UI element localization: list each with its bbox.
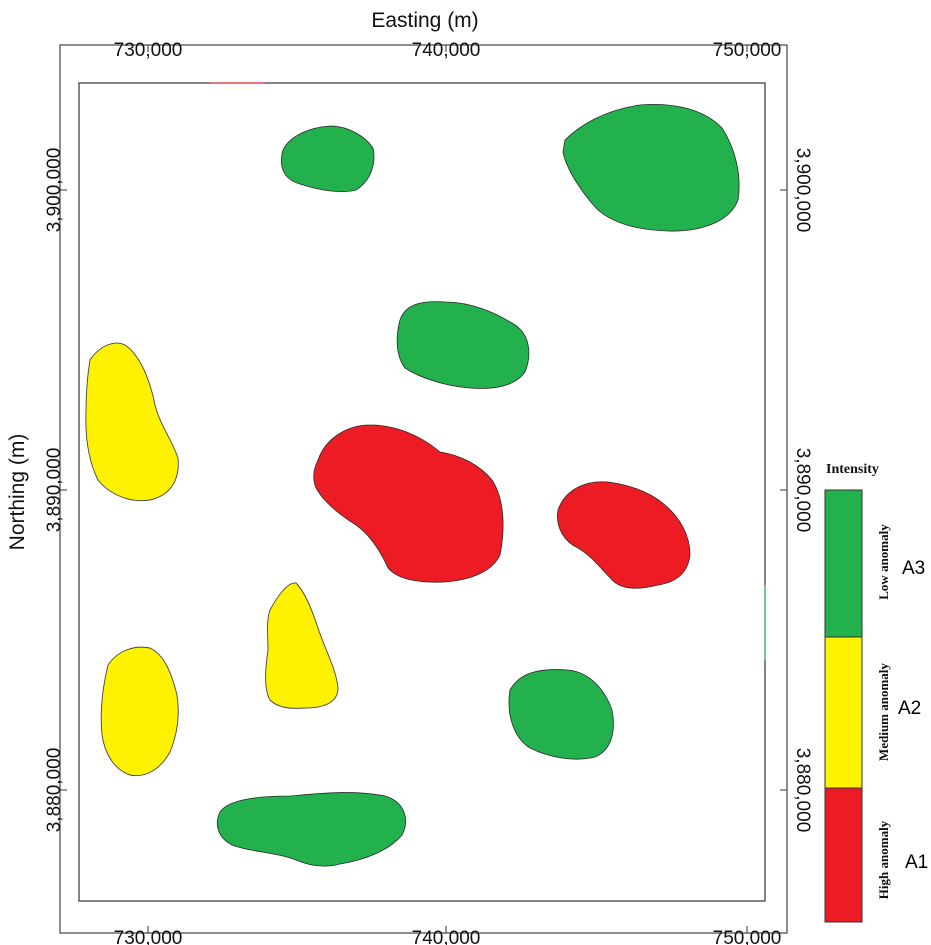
y-axis-title: Northing (m) <box>6 434 29 551</box>
medium-anomaly-zones <box>85 342 339 777</box>
legend-code-a3: A3 <box>902 558 925 579</box>
legend-code-a2: A2 <box>898 698 921 719</box>
tick-marks <box>60 45 787 933</box>
x-tick-bottom-740000: 740,000 <box>412 928 481 945</box>
map-outer-frame <box>59 44 788 934</box>
legend-code-a1: A1 <box>905 852 928 873</box>
legend-label-high: High anomaly <box>876 820 891 899</box>
legend-label-low: Low anomaly <box>876 524 891 600</box>
x-tick-bottom-730000: 730,000 <box>114 928 183 945</box>
y-tick-left-3900000: 3,900,000 <box>44 148 65 233</box>
low-anomaly-zone <box>281 125 375 192</box>
low-anomaly-zone <box>508 669 614 760</box>
high-anomaly-zone <box>557 481 691 589</box>
legend-swatch-medium <box>824 636 863 789</box>
y-tick-left-3880000: 3,880,000 <box>44 748 65 833</box>
medium-anomaly-zone <box>265 582 339 709</box>
low-anomaly-zone <box>216 792 406 867</box>
high-anomaly-zone <box>313 424 504 583</box>
low-anomaly-zones <box>216 104 740 867</box>
legend-label-medium: Medium anomaly <box>876 663 891 761</box>
legend-title: Intensity <box>826 462 879 477</box>
x-axis-title: Easting (m) <box>371 9 478 32</box>
y-tick-right-3880000: 3,880,000 <box>792 748 813 833</box>
medium-anomaly-zone <box>85 342 179 502</box>
y-tick-left-3890000: 3,890,000 <box>44 448 65 533</box>
high-anomaly-zones <box>313 424 691 589</box>
x-tick-bottom-750000: 750,000 <box>713 928 782 945</box>
medium-anomaly-zone <box>100 646 179 777</box>
y-tick-right-3900000: 3,900,000 <box>792 148 813 233</box>
legend: Low anomaly Medium anomaly High anomaly … <box>824 489 928 923</box>
low-anomaly-zone <box>562 104 740 232</box>
legend-swatch-high <box>824 787 863 923</box>
y-tick-right-3890000: 3,890,000 <box>792 448 813 533</box>
legend-swatch-low <box>824 489 863 638</box>
low-anomaly-zone <box>396 301 530 389</box>
